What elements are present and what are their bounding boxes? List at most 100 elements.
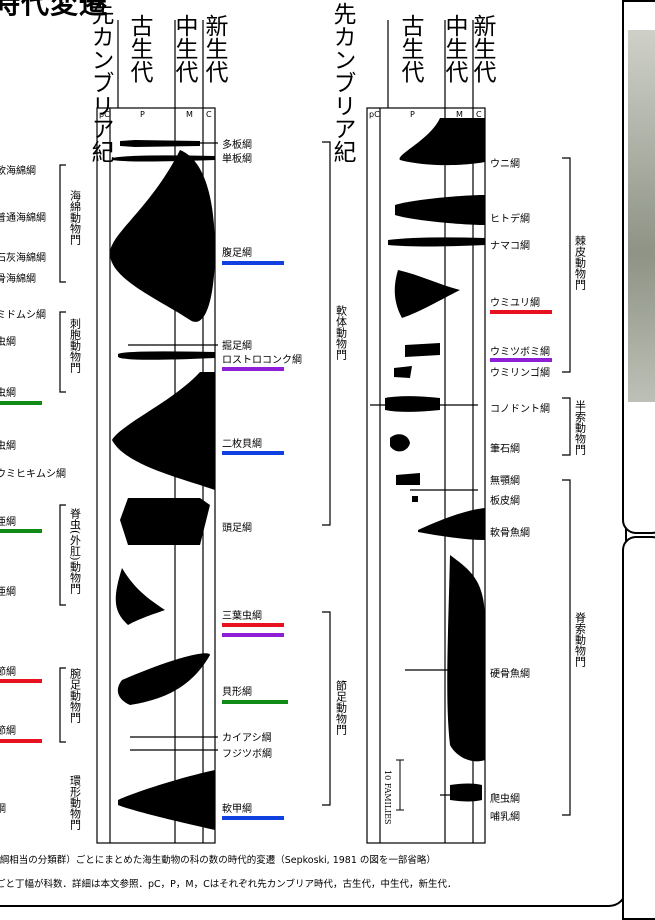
- right-chart-frame: [366, 107, 486, 844]
- edge-label-5: ミドムシ綱: [0, 310, 46, 321]
- phylum-porifera: 海綿動物門: [68, 190, 82, 245]
- phylum-hemichordata: 半索動物門: [573, 400, 587, 455]
- phylum-mollusca: 軟体動物門: [334, 305, 348, 360]
- taxon-agnatha: 無顎綱: [490, 476, 520, 487]
- spindle-rostro: [118, 351, 215, 360]
- edge-label-14: 綱: [0, 804, 6, 815]
- edge-label-12: 節綱: [0, 667, 16, 678]
- tick-m-left: M: [186, 110, 193, 119]
- spindle-holo: [388, 237, 485, 247]
- bar-edge-green-2: [0, 529, 42, 533]
- taxon-osteich: 硬骨魚綱: [490, 669, 530, 680]
- phylum-arthropoda: 節足動物門: [334, 680, 348, 735]
- edge-label-10: 亜綱: [0, 517, 16, 528]
- tick-pc-right: pC: [369, 110, 380, 119]
- taxon-insect: 軟甲綱: [222, 804, 252, 815]
- phylum-bryozoa: 脊虫(外肛)動物門: [68, 508, 82, 594]
- bar-rostro: [222, 367, 284, 371]
- tick-c-left: C: [206, 110, 212, 119]
- spindles: [109, 118, 485, 830]
- spindle-agnatha: [396, 473, 420, 485]
- taxon-cephalo: 頭足綱: [222, 523, 252, 534]
- taxon-crinoid: ウミユリ綱: [490, 298, 540, 309]
- taxon-holo: ナマコ綱: [490, 241, 530, 252]
- taxon-trilo: 三葉虫綱: [222, 611, 262, 622]
- scale-label: 10 FAMILIES: [383, 770, 392, 825]
- taxon-conodont: コノドント綱: [490, 404, 550, 415]
- bar-insect: [222, 816, 284, 820]
- edge-label-1: 軟海綿綱: [0, 166, 36, 177]
- era-paleozoic-left: 古生代: [126, 14, 152, 83]
- edge-label-9: ウミヒキムシ綱: [0, 469, 66, 480]
- spindle-ostra: [117, 653, 210, 705]
- taxon-merosto: カイアシ綱: [222, 733, 272, 744]
- bar-bival: [222, 451, 284, 455]
- spindle-cephalo: [120, 498, 210, 545]
- taxon-gastro: 腹足綱: [222, 248, 252, 259]
- page-title: 時代変遷: [0, 0, 109, 20]
- main-panel: [0, 0, 627, 907]
- era-precambrian-left: 先カンブリア紀: [87, 2, 113, 163]
- spindle-poly: [120, 140, 200, 147]
- bar-edge-green-1: [0, 401, 42, 405]
- phylum-brachiopoda: 腕足動物門: [68, 668, 82, 723]
- phylum-echinodermata: 棘皮動物門: [573, 235, 587, 290]
- tick-p-right: P: [410, 110, 415, 119]
- bar-trilo-red: [222, 623, 284, 627]
- bar-gastro: [222, 261, 284, 265]
- bar-trilo-purple: [222, 633, 284, 637]
- taxon-asteroid: ヒトデ綱: [490, 214, 530, 225]
- bar-blasto: [490, 358, 552, 362]
- caption-line-1: (綱相当の分類群）ごとにまとめた海生動物の科の数の時代的変遷（Sepkoski,…: [0, 855, 436, 866]
- spindle-chondr: [418, 508, 485, 540]
- era-precambrian-right: 先カンブリア紀: [329, 2, 355, 163]
- taxon-placo: 板皮綱: [490, 496, 520, 507]
- bracket-arthropoda: [322, 611, 331, 806]
- spindle-gastro: [109, 150, 215, 322]
- taxon-barn: フジツボ綱: [222, 749, 272, 760]
- edge-label-4: 骨海綿綱: [0, 274, 36, 285]
- spindle-crinoid: [394, 270, 460, 318]
- spindle-reptile: [450, 783, 482, 802]
- tick-p-left: P: [140, 110, 145, 119]
- spindle-trilo: [115, 568, 165, 625]
- tick-c-right: C: [476, 110, 482, 119]
- spindle-grapto: [390, 434, 410, 452]
- bracket-chordata: [562, 479, 571, 816]
- tick-m-right: M: [456, 110, 463, 119]
- spindle-echinoid: [399, 118, 485, 166]
- bar-ostra: [222, 700, 288, 704]
- spindle-conodont: [385, 396, 440, 412]
- edge-label-7: 虫綱: [0, 388, 16, 399]
- edge-label-8: 虫綱: [0, 441, 16, 452]
- edge-label-3: 石灰海綿綱: [0, 253, 46, 264]
- edge-label-11: 亜綱: [0, 587, 16, 598]
- spindle-osteich: [447, 555, 485, 762]
- taxon-cysto: ウミリンゴ綱: [490, 368, 550, 379]
- phylum-cnidaria: 刺胞動物門: [68, 318, 82, 373]
- spindle-placo: [412, 496, 418, 502]
- taxon-scapho: 掘足綱: [222, 341, 252, 352]
- caption-line-2: ごと丁幅が科数．詳細は本文参照．pC，P，M，Cはそれぞれ先カンブリア時代，古生…: [0, 879, 457, 890]
- era-cenozoic-left: 新生代: [201, 14, 227, 83]
- taxon-ostra: 貝形綱: [222, 687, 252, 698]
- side-photo: [628, 30, 655, 402]
- era-paleozoic-right: 古生代: [397, 14, 423, 83]
- spindle-insect: [118, 770, 215, 830]
- bracket-mollusca: [322, 141, 331, 526]
- spindle-mono: [112, 155, 215, 162]
- taxon-mono: 単板綱: [222, 154, 252, 165]
- taxon-blasto: ウミツボミ綱: [490, 347, 550, 358]
- bracket-hemichordata: [562, 397, 571, 456]
- taxon-grapto: 筆石綱: [490, 444, 520, 455]
- phylum-annelida: 環形動物門: [68, 775, 82, 830]
- tick-pc-left: pC: [99, 110, 110, 119]
- spindle-cysto: [394, 366, 412, 378]
- taxon-poly: 多板綱: [222, 140, 252, 151]
- edge-label-2: 普通海綿綱: [0, 213, 46, 224]
- side-panel-bottom: [622, 536, 655, 920]
- taxon-rostro: ロストロコンク綱: [222, 355, 302, 366]
- edge-label-6: 虫綱: [0, 337, 16, 348]
- taxon-bival: 二枚貝綱: [222, 439, 262, 450]
